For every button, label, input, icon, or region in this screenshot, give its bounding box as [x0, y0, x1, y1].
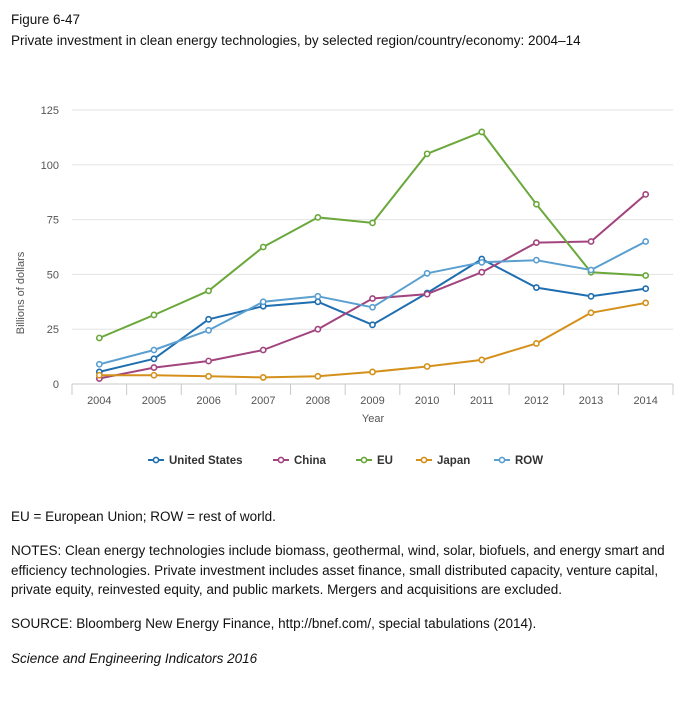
y-axis-label: Billions of dollars: [15, 251, 27, 334]
data-point-row: [95, 360, 103, 368]
series-japan: [95, 299, 650, 381]
data-point-china: [478, 268, 486, 276]
data-point-united-states: [205, 315, 212, 323]
data-point-eu: [369, 219, 376, 227]
x-tick-label: 2008: [306, 395, 330, 407]
figure-title: Private investment in clean energy techn…: [11, 33, 581, 48]
legend-item-eu: EU: [356, 455, 393, 467]
data-point-eu: [150, 311, 158, 319]
series-line-united-states: [99, 258, 646, 373]
data-point-japan: [259, 374, 267, 381]
data-point-united-states: [587, 292, 595, 300]
notes-text: NOTES: Clean energy technologies include…: [11, 543, 665, 597]
x-tick-label: 2012: [524, 395, 548, 407]
data-point-china: [369, 295, 376, 302]
data-point-japan: [642, 299, 650, 307]
x-tick-label: 2014: [633, 395, 657, 407]
legend-item-row: ROW: [494, 455, 543, 467]
legend-label: China: [294, 455, 327, 467]
figure-label: Figure 6-47: [11, 12, 81, 27]
data-point-eu: [478, 128, 486, 136]
x-tick-label: 2011: [470, 395, 494, 407]
legend-label: Japan: [437, 455, 470, 467]
data-point-japan: [423, 363, 431, 370]
data-point-china: [423, 290, 431, 298]
data-point-united-states: [369, 321, 376, 329]
abbreviations-note: EU = European Union; ROW = rest of world…: [11, 509, 276, 524]
x-tick-label: 2006: [196, 395, 220, 407]
data-point-row: [205, 326, 212, 334]
y-tick-label: 100: [41, 160, 59, 172]
data-point-eu: [642, 272, 650, 279]
series-eu: [95, 128, 650, 342]
x-axis: 2004 2005 2006 2007 2008 2009 2010 2011 2012 2013…: [71, 383, 674, 407]
data-point-japan: [533, 340, 540, 347]
data-point-row: [314, 292, 322, 300]
y-tick-label: 75: [47, 215, 59, 227]
data-point-row: [150, 346, 158, 354]
data-point-japan: [478, 356, 486, 364]
data-point-row: [423, 269, 431, 277]
data-point-japan: [95, 371, 103, 379]
legend: United States China EU Japan ROW: [148, 455, 543, 467]
source-note: SOURCE: Bloomberg New Energy Finance, ht…: [11, 616, 537, 631]
data-point-china: [259, 346, 267, 354]
legend-swatch-marker: [277, 456, 285, 464]
data-point-row: [642, 238, 650, 245]
data-point-united-states: [533, 284, 540, 291]
data-point-row: [587, 266, 595, 274]
series-china: [95, 190, 650, 382]
legend-label: EU: [377, 455, 393, 467]
x-tick-label: 2013: [579, 395, 603, 407]
y-tick-label: 125: [41, 105, 59, 117]
legend-item-china: China: [273, 455, 327, 467]
data-point-eu: [314, 214, 322, 221]
x-tick-label: 2005: [142, 395, 166, 407]
x-axis-label: Year: [362, 413, 385, 425]
data-point-row: [369, 303, 376, 311]
x-tick-label: 2010: [415, 395, 439, 407]
data-point-china: [205, 357, 212, 365]
data-point-eu: [205, 287, 212, 295]
data-point-china: [642, 190, 650, 198]
legend-label: United States: [169, 455, 243, 467]
data-point-row: [259, 298, 267, 306]
legend-swatch-marker: [152, 456, 160, 464]
series-layer: [95, 128, 650, 382]
data-point-japan: [150, 371, 158, 379]
y-tick-label: 0: [53, 379, 59, 391]
legend-swatch-marker: [498, 456, 506, 464]
legend-swatch-marker: [360, 456, 368, 464]
data-point-eu: [533, 200, 540, 208]
data-point-eu: [259, 243, 267, 251]
data-point-japan: [205, 372, 212, 380]
data-point-japan: [369, 368, 376, 376]
data-point-row: [533, 256, 540, 264]
data-point-row: [478, 258, 486, 266]
legend-item-united-states: United States: [148, 455, 243, 467]
data-point-china: [533, 239, 540, 247]
y-axis: 0 25 50 75 100 125: [41, 105, 59, 391]
data-point-eu: [95, 334, 103, 342]
legend-swatch-marker: [420, 456, 428, 464]
data-point-united-states: [642, 285, 650, 293]
data-point-china: [150, 364, 158, 371]
x-tick-label: 2007: [251, 395, 275, 407]
data-point-eu: [423, 150, 431, 158]
series-row: [95, 238, 650, 368]
y-tick-label: 25: [47, 324, 59, 336]
legend-label: ROW: [515, 455, 543, 467]
data-point-china: [314, 325, 322, 333]
credit-note: Science and Engineering Indicators 2016: [11, 651, 258, 666]
x-tick-label: 2004: [87, 395, 111, 407]
data-point-china: [587, 238, 595, 245]
data-point-japan: [314, 372, 322, 380]
y-tick-label: 50: [47, 269, 59, 281]
data-point-united-states: [314, 298, 322, 306]
data-point-united-states: [150, 355, 158, 363]
x-tick-label: 2009: [360, 395, 384, 407]
data-point-japan: [587, 309, 595, 317]
legend-item-japan: Japan: [416, 455, 470, 467]
